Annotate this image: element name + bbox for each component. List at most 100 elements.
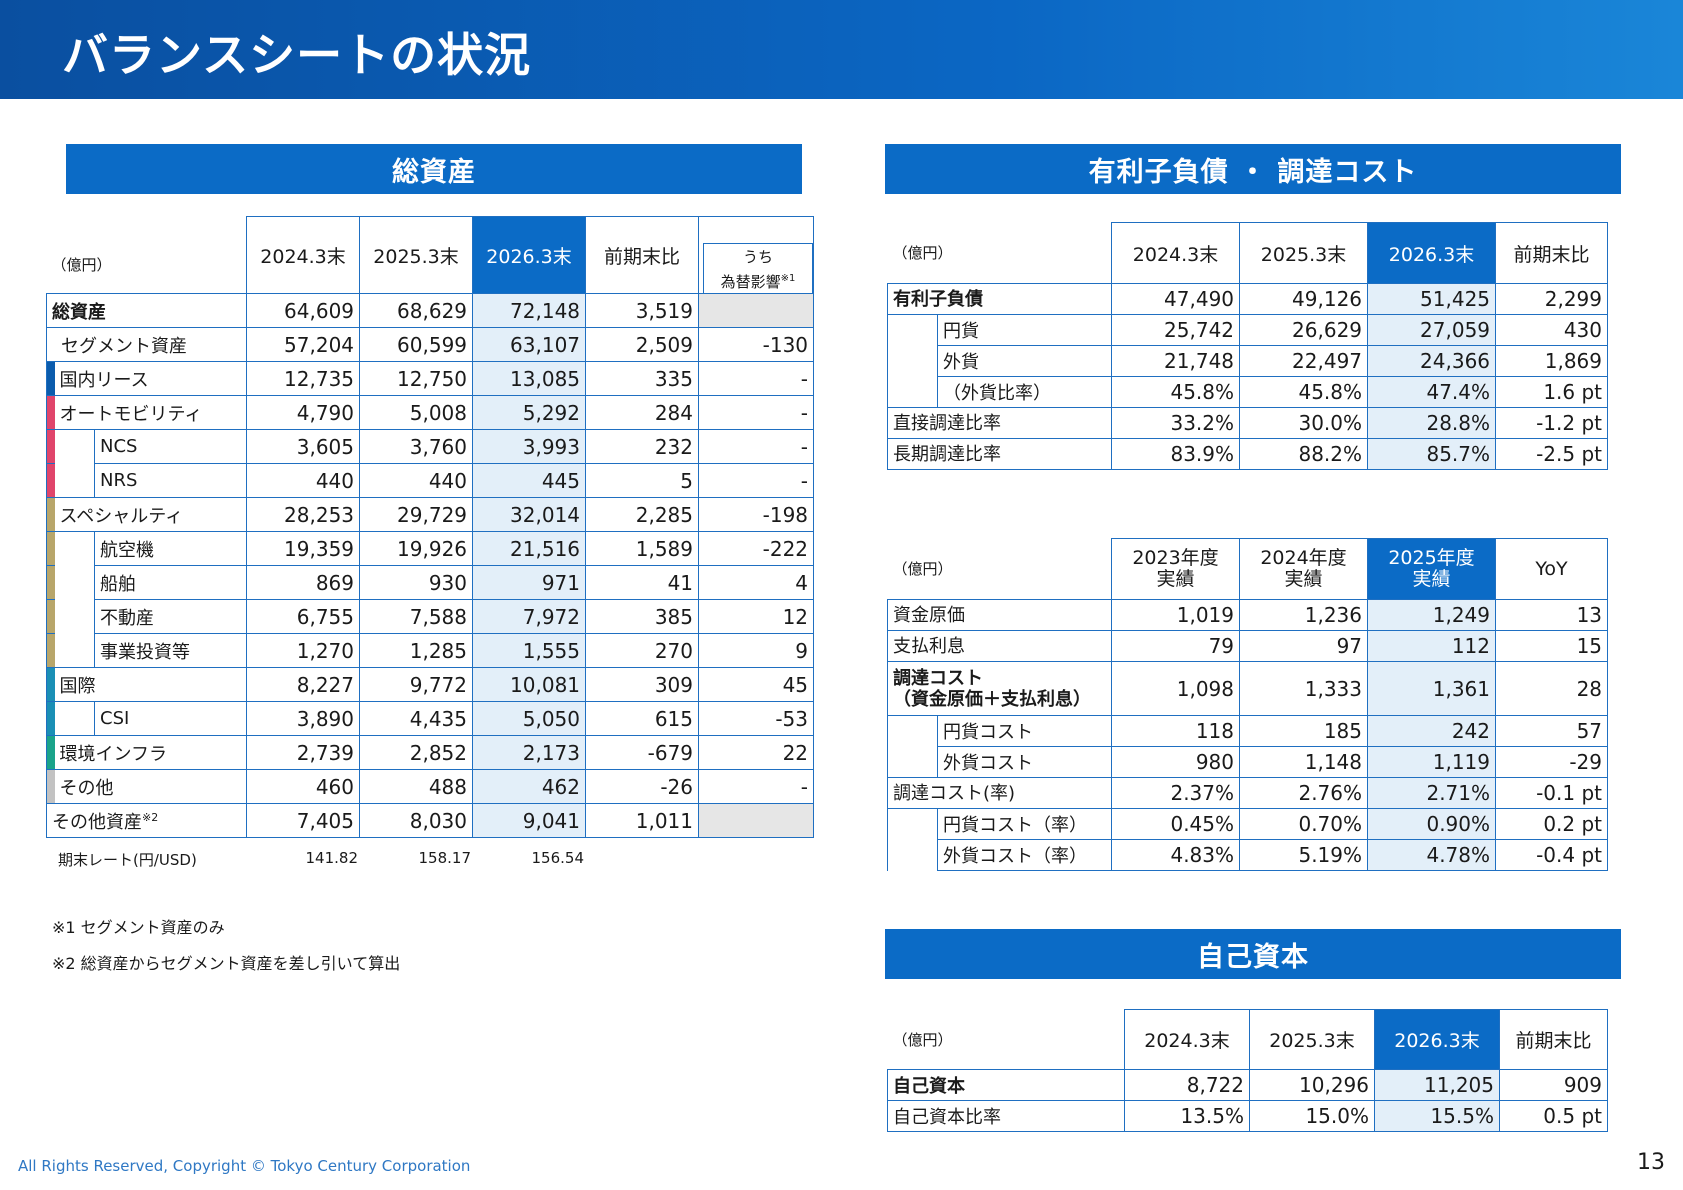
table-cell: 2,739: [246, 735, 361, 770]
table-row: 外貨コスト 980 1,148 1,119 -29: [887, 746, 1609, 778]
table-cell: 4: [698, 565, 815, 600]
table-row: 円貨コスト 118 185 242 57: [887, 715, 1609, 747]
segment-color-bar: [46, 565, 55, 600]
table-cell: 1,098: [1111, 661, 1241, 716]
table-cell: -0.1 pt: [1495, 777, 1609, 809]
indent-spacer: [55, 532, 95, 566]
page-title: バランスシートの状況: [62, 28, 532, 82]
fx-header-line1: うち: [743, 248, 774, 266]
row-label: （外貨比率）: [936, 376, 1113, 408]
table-row: 自己資本 8,722 10,296 11,205 909: [887, 1069, 1608, 1101]
row-label: 国内リース: [54, 361, 248, 396]
table-cell: 13,085: [472, 361, 587, 396]
row-label-text: 長期調達比率: [893, 443, 1001, 465]
row-label: セグメント資産: [45, 327, 248, 362]
table-cell: -29: [1495, 746, 1609, 778]
table-cell: 7,405: [246, 803, 361, 838]
table-row: オートモビリティ 4,790 5,008 5,292 284-: [46, 395, 815, 430]
col-header: 前期末比: [585, 216, 699, 294]
row-label: 支払利息: [886, 630, 1113, 662]
table-cell: 1,333: [1239, 661, 1369, 716]
row-label: CSI: [93, 701, 248, 736]
table-cell: -198: [698, 497, 815, 532]
table-cell: 4,790: [246, 395, 361, 430]
table-cell: 30.0%: [1239, 407, 1369, 439]
table-cell: 1,148: [1239, 746, 1369, 778]
table-row: NRS 440 440 445 5-: [46, 463, 815, 498]
table-cell: 430: [1495, 314, 1609, 346]
row-label-text: 外貨コスト: [943, 753, 1033, 774]
table-cell: [698, 803, 815, 838]
table-cell: 0.45%: [1111, 808, 1241, 840]
table-cell: 13: [1495, 599, 1609, 631]
row-label: スペシャルティ: [54, 497, 248, 532]
col-header-current: 2025年度 実績: [1367, 538, 1497, 600]
table-cell: 29,729: [359, 497, 474, 532]
segment-color-bar: [46, 701, 55, 736]
table-cell: 51,425: [1367, 283, 1497, 315]
table-row: 円貨 25,742 26,629 27,059 430: [887, 314, 1609, 346]
row-label: 円貨コスト: [936, 715, 1113, 747]
table-cell: 13.5%: [1124, 1100, 1250, 1132]
row-label: 有利子負債: [886, 283, 1113, 315]
footnote-1: ※1 セグメント資産のみ: [52, 918, 225, 937]
table-row: （外貨比率） 45.8% 45.8% 47.4% 1.6 pt: [887, 376, 1609, 408]
table-cell: 2.76%: [1239, 777, 1369, 809]
table-cell: 97: [1239, 630, 1369, 662]
table-cell: 971: [472, 565, 587, 600]
table-row: 有利子負債 47,490 49,126 51,425 2,299: [886, 283, 1609, 315]
unit-label: （億円）: [892, 1030, 953, 1049]
row-label: 航空機: [93, 531, 248, 566]
table-cell: -26: [585, 769, 700, 804]
table-cell: 47.4%: [1367, 376, 1497, 408]
table-cell: 1,011: [585, 803, 700, 838]
table-cell: 284: [585, 395, 700, 430]
rate-2026: 156.54: [531, 849, 585, 867]
table-cell: 15: [1495, 630, 1609, 662]
segment-color-bar: [46, 531, 55, 566]
table-cell: -222: [698, 531, 815, 566]
equity-table: （億円） 2024.3末 2025.3末 2026.3末 前期末比 自己資本 8,…: [887, 1009, 1608, 1132]
row-label-text: 調達コスト: [893, 667, 983, 689]
col-header-current: 2026.3末: [1374, 1009, 1500, 1070]
row-label-text: 国際: [59, 675, 96, 697]
table-cell: 2,509: [585, 327, 700, 362]
table-cell: 41: [585, 565, 700, 600]
table-cell: 8,227: [246, 667, 361, 702]
col-header: YoY: [1495, 538, 1609, 600]
row-label-text: NCS: [100, 436, 138, 457]
segment-color-bar: [46, 497, 55, 532]
table-cell: 19,926: [359, 531, 474, 566]
row-label-text: 有利子負債: [893, 288, 983, 310]
table-cell: 1,236: [1239, 599, 1369, 631]
row-label: 円貨: [936, 314, 1113, 346]
table-cell: 5: [585, 463, 700, 498]
row-label: 調達コスト(率): [886, 777, 1113, 809]
unit-label: （億円）: [51, 256, 112, 275]
row-label-text: 外貨: [943, 352, 979, 373]
debt-band: 有利子負債 ・ 調達コスト: [885, 144, 1621, 194]
col-header: 2024.3末: [1111, 222, 1241, 284]
table-cell: 5.19%: [1239, 839, 1369, 871]
row-label: 環境インフラ: [54, 735, 248, 770]
table-cell: 1,361: [1367, 661, 1497, 716]
row-label-text-2: （資金原価＋支払利息）: [893, 688, 1091, 710]
table-row: その他資産※2 7,405 8,030 9,041 1,011: [45, 803, 815, 838]
segment-color-bar: [46, 463, 55, 498]
table-cell: 1,119: [1367, 746, 1497, 778]
row-label-text: 総資産: [52, 301, 106, 323]
indent-spacer: [887, 746, 938, 778]
table-row: 航空機 19,359 19,926 21,516 1,589 -222: [46, 531, 815, 566]
copyright: All Rights Reserved, Copyright © Tokyo C…: [18, 1157, 471, 1175]
table-cell: 2,173: [472, 735, 587, 770]
table-cell: 1,270: [246, 633, 361, 668]
row-label: 事業投資等: [93, 633, 248, 668]
rate-2024: 141.82: [305, 849, 359, 867]
table-cell: -130: [698, 327, 815, 362]
table-cell: -0.4 pt: [1495, 839, 1609, 871]
row-label: 外貨コスト（率）: [936, 839, 1113, 871]
fx-header: うち 為替影響※1: [698, 216, 815, 294]
row-label-text: 円貨コスト（率）: [943, 815, 1087, 836]
table-cell: 15.5%: [1374, 1100, 1500, 1132]
table-row: 調達コスト(率) 2.37% 2.76% 2.71% -0.1 pt: [886, 777, 1609, 809]
